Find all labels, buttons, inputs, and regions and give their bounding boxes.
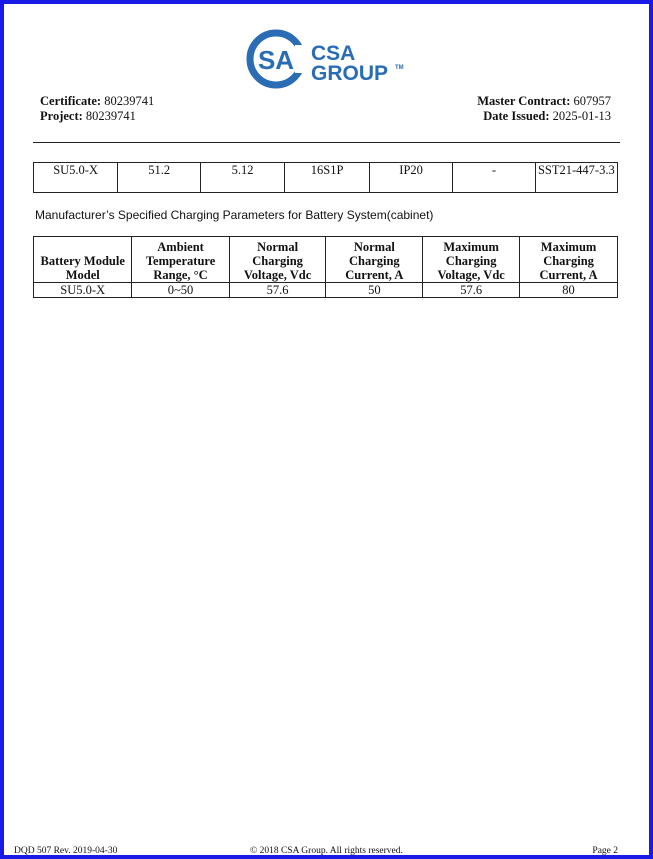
project-value: 80239741 (85, 109, 136, 123)
svg-text:CSA: CSA (311, 42, 355, 65)
table-caption: Manufacturer’s Specified Charging Parame… (35, 208, 434, 222)
table-cell: 80 (519, 282, 618, 298)
footer-copyright: © 2018 CSA Group. All rights reserved. (250, 846, 403, 856)
column-header: Normal Charging Current, A (325, 236, 424, 283)
column-header: Ambient Temperature Range, °C (131, 236, 230, 283)
table-cell: 16S1P (284, 162, 371, 193)
svg-text:SA: SA (258, 45, 294, 75)
column-header: Battery Module Model (32, 236, 133, 283)
footer-page-number: Page 2 (592, 846, 618, 856)
table-cell: - (452, 162, 536, 193)
master-contract-value: 607957 (573, 94, 612, 108)
battery-spec-table: SU5.0-X 51.2 5.12 16S1P IP20 - SST21-447… (32, 162, 619, 193)
table-row: SU5.0-X 0~50 57.6 50 57.6 80 (32, 282, 618, 298)
column-header: Maximum Charging Current, A (519, 236, 618, 283)
column-header: Normal Charging Voltage, Vdc (228, 236, 327, 283)
table-cell: 50 (325, 282, 424, 298)
table-cell: IP20 (369, 162, 454, 193)
table-header-row: Battery Module Model Ambient Temperature… (32, 236, 618, 283)
footer-form-number: DQD 507 Rev. 2019-04-30 (14, 846, 118, 856)
charging-parameters-table: Battery Module Model Ambient Temperature… (32, 236, 618, 298)
table-cell: 5.12 (200, 162, 286, 193)
table-cell: 57.6 (422, 282, 521, 298)
table-cell: SST21-447-3.3 (534, 162, 619, 193)
table-cell: SU5.0-X (32, 162, 119, 193)
table-cell: SU5.0-X (32, 282, 133, 298)
date-issued-value: 2025-01-13 (552, 109, 611, 123)
table-cell: 51.2 (117, 162, 202, 193)
table-row: SU5.0-X 51.2 5.12 16S1P IP20 - SST21-447… (32, 162, 619, 193)
certificate-value: 80239741 (104, 94, 155, 108)
table-cell: 0~50 (131, 282, 230, 298)
csa-group-logo: SA CSA GROUP TM (246, 29, 404, 89)
header-divider (33, 142, 620, 143)
column-header: Maximum Charging Voltage, Vdc (422, 236, 521, 283)
certificate-info: Certificate: 80239741 Project: 80239741 (40, 94, 154, 124)
master-contract-label: Master Contract: (477, 94, 571, 108)
table-cell: 57.6 (228, 282, 327, 298)
certificate-label: Certificate: (40, 94, 102, 108)
svg-text:TM: TM (395, 65, 404, 71)
contract-info: Master Contract: 607957 Date Issued: 202… (477, 94, 611, 124)
project-label: Project: (40, 109, 83, 123)
svg-text:GROUP: GROUP (311, 62, 388, 85)
date-issued-label: Date Issued: (483, 109, 550, 123)
